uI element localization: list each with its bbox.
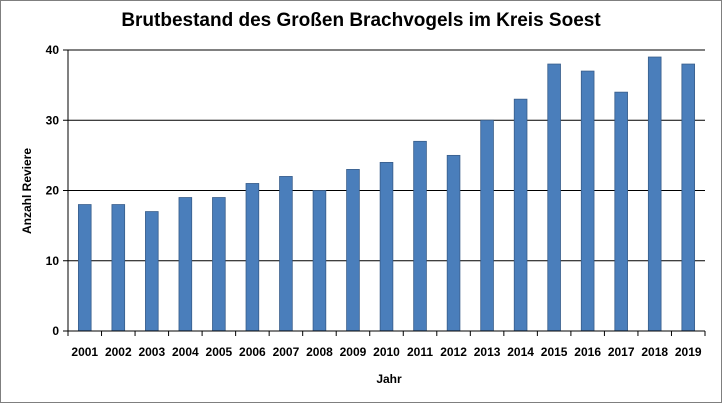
y-axis-title: Anzahl Reviere xyxy=(20,148,34,234)
x-tick-label-2001: 2001 xyxy=(71,345,98,359)
y-tick-labels: 0 10 20 30 40 xyxy=(46,43,60,338)
bar-2017 xyxy=(614,91,628,332)
x-tick-label-2015: 2015 xyxy=(541,345,568,359)
bar-2008 xyxy=(312,190,327,332)
bar-2007 xyxy=(279,176,293,332)
x-tick-label-2013: 2013 xyxy=(474,345,501,359)
x-tick-label-2011: 2011 xyxy=(407,345,433,359)
x-tick-label-2002: 2002 xyxy=(105,345,132,359)
x-tick-label-2005: 2005 xyxy=(206,345,233,359)
bar-2019 xyxy=(681,63,696,332)
y-tick-label-30: 30 xyxy=(46,113,60,127)
bar-2013 xyxy=(480,119,494,332)
x-axis-title: Jahr xyxy=(376,372,402,386)
x-tick-label-2016: 2016 xyxy=(574,345,601,359)
x-tick-label-2018: 2018 xyxy=(641,345,668,359)
x-tick-label-2019: 2019 xyxy=(675,345,702,359)
bar-2005 xyxy=(212,197,226,332)
bar-2016 xyxy=(580,70,595,332)
bar-2010 xyxy=(379,161,394,332)
x-tick-label-2004: 2004 xyxy=(172,345,199,359)
bar-2004 xyxy=(178,197,193,332)
bars xyxy=(77,56,696,332)
x-tick-label-2009: 2009 xyxy=(340,345,367,359)
bar-2014 xyxy=(513,98,528,332)
bar-2001 xyxy=(77,204,92,332)
y-tick-label-20: 20 xyxy=(46,184,60,198)
bar-2015 xyxy=(547,63,561,332)
y-tick-label-0: 0 xyxy=(52,324,59,338)
x-tick-label-2010: 2010 xyxy=(373,345,400,359)
axes xyxy=(67,50,705,332)
y-tick-label-10: 10 xyxy=(46,254,60,268)
bar-2006 xyxy=(245,183,260,332)
bar-2003 xyxy=(145,211,159,332)
x-tick-label-2008: 2008 xyxy=(306,345,333,359)
gridlines xyxy=(63,49,705,332)
bar-2011 xyxy=(413,140,427,332)
x-tick-label-2007: 2007 xyxy=(273,345,300,359)
x-tick-label-2006: 2006 xyxy=(239,345,266,359)
bar-2009 xyxy=(346,169,360,332)
bar-2002 xyxy=(111,204,126,332)
x-tick-labels: 2001 2002 2003 2004 2005 2006 2007 2008 2009 2010… xyxy=(67,331,706,359)
x-tick-label-2017: 2017 xyxy=(608,345,635,359)
chart-title: Brutbestand des Großen Brachvogels im Kr… xyxy=(121,10,601,31)
y-tick-label-40: 40 xyxy=(46,43,60,57)
x-tick-label-2012: 2012 xyxy=(440,345,467,359)
x-tick-label-2014: 2014 xyxy=(507,345,534,359)
bar-2012 xyxy=(446,154,461,332)
bar-2018 xyxy=(647,56,662,332)
x-tick-label-2003: 2003 xyxy=(138,345,165,359)
